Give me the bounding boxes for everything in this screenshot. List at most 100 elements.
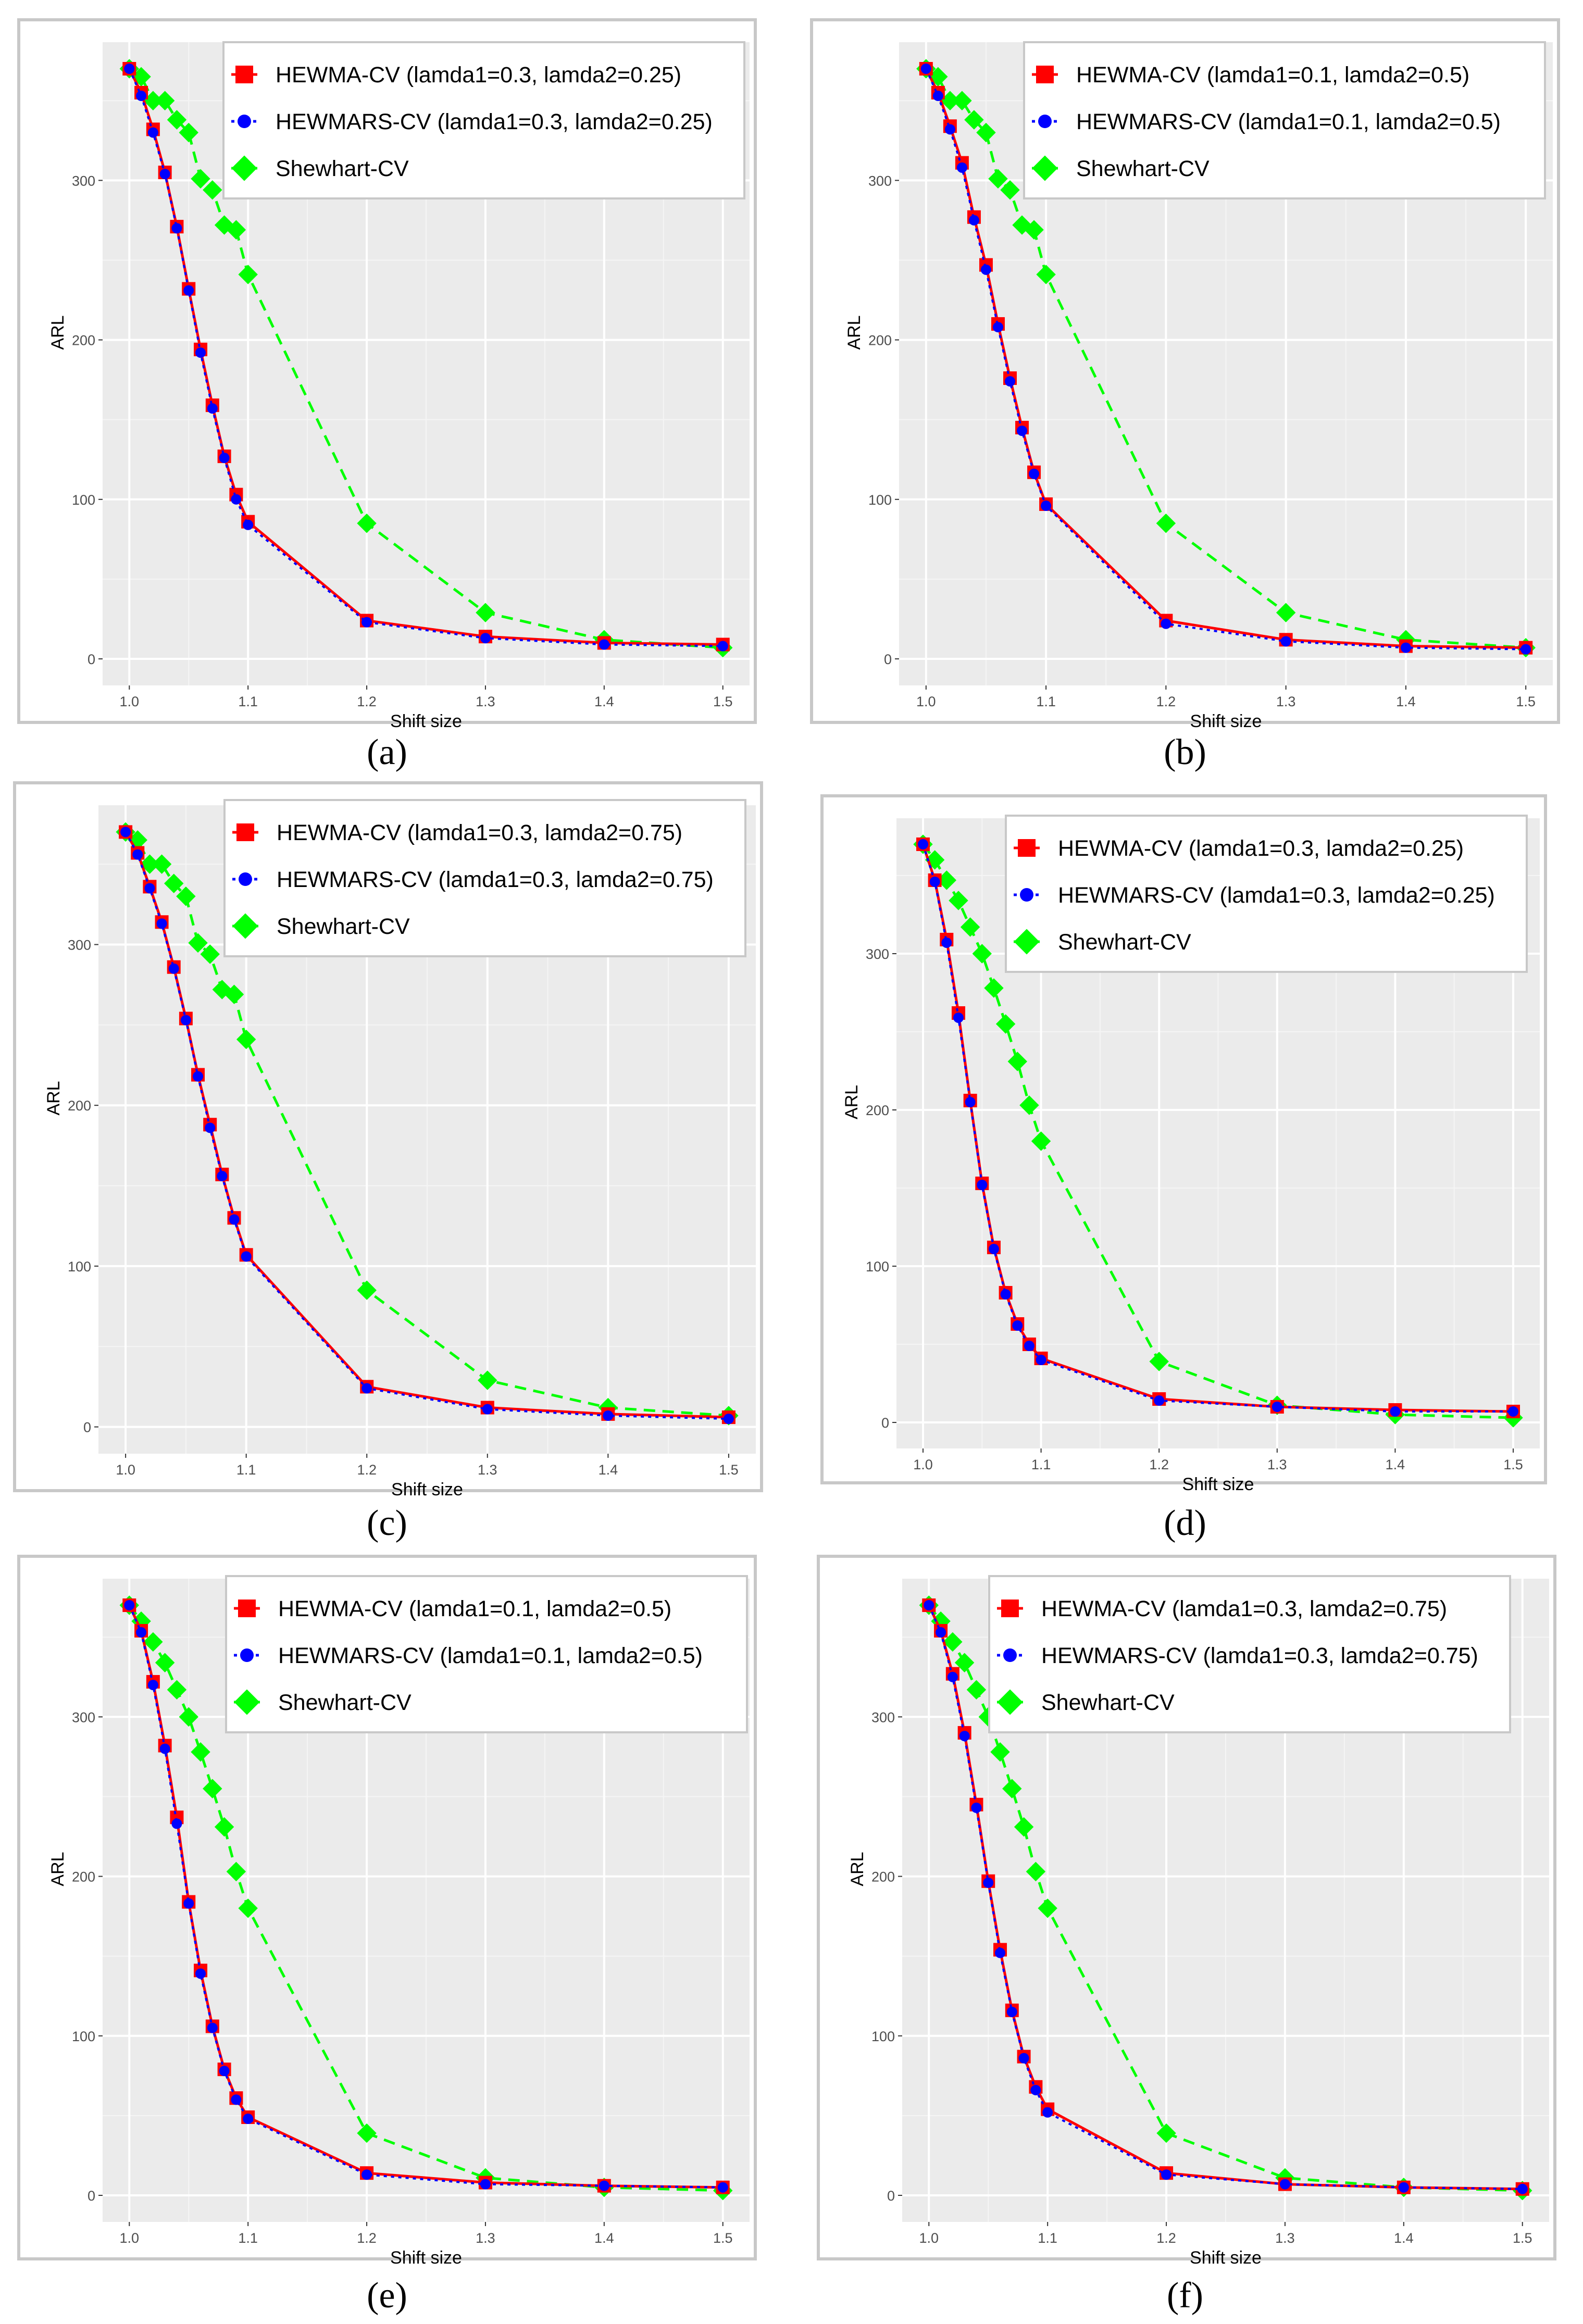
data-point-1: [953, 1012, 964, 1023]
data-point-2: [1007, 1052, 1027, 1071]
data-point-1: [723, 1414, 734, 1425]
x-tick-label: 1.2: [357, 1462, 377, 1478]
x-tick-label: 1.0: [919, 2230, 939, 2246]
y-tick-label: 0: [881, 1415, 889, 1431]
data-point-1: [124, 63, 135, 74]
y-tick-label: 0: [887, 2188, 895, 2204]
legend-key-marker: [232, 913, 258, 939]
data-point-1: [1398, 2182, 1409, 2193]
legend-key-marker: [1020, 888, 1033, 902]
data-point-1: [480, 633, 491, 644]
y-tick-label: 200: [868, 333, 892, 348]
data-point-2: [984, 978, 1004, 998]
legend-key-marker: [1036, 66, 1054, 83]
data-point-2: [940, 91, 960, 110]
x-tick-label: 1.2: [1156, 2230, 1176, 2246]
y-tick-label: 300: [72, 1709, 95, 1725]
legend-entry-label: Shewhart-CV: [1058, 930, 1191, 955]
data-point-2: [1156, 514, 1176, 533]
data-point-1: [1000, 1289, 1011, 1300]
data-point-2: [357, 514, 377, 533]
data-point-1: [362, 617, 372, 628]
data-point-1: [968, 215, 979, 226]
x-tick-label: 1.4: [1396, 694, 1416, 709]
data-point-2: [179, 122, 198, 143]
series-line-1: [922, 844, 1514, 1413]
data-point-1: [136, 91, 147, 102]
data-point-2: [1019, 1095, 1039, 1115]
data-point-2: [191, 1742, 210, 1762]
data-point-2: [960, 917, 980, 937]
data-point-1: [1005, 376, 1016, 387]
data-point-1: [243, 2114, 254, 2125]
legend-entry-label: HEWMA-CV (lamda1=0.1, lamda2=0.5): [278, 1596, 671, 1621]
series-line-1: [925, 68, 1526, 651]
data-point-2: [176, 886, 196, 906]
chart-panel-c: 1.0 1.1 1.2 1.3 1.4 1.5 0 100 200 300 Shift size AR…: [13, 781, 763, 1500]
x-tick-label: 1.2: [357, 2230, 377, 2246]
data-point-1: [171, 223, 182, 234]
y-tick-label: 300: [868, 173, 892, 189]
data-point-2: [1000, 180, 1020, 200]
legend-key-marker: [1018, 839, 1036, 857]
data-point-1: [482, 1404, 493, 1415]
legend-entry-label: Shewhart-CV: [1041, 1690, 1175, 1715]
y-tick-label: 200: [871, 1869, 895, 1885]
data-point-1: [1024, 1341, 1034, 1352]
data-point-1: [959, 1731, 970, 1742]
x-tick-label: 1.4: [599, 1462, 618, 1478]
x-axis-title: Shift size: [391, 1480, 463, 1500]
data-point-2: [990, 1742, 1010, 1762]
data-point-1: [717, 641, 728, 652]
data-point-2: [152, 854, 172, 874]
panel-caption: (f): [1167, 2276, 1203, 2316]
x-tick-label: 1.5: [719, 1462, 739, 1478]
data-point-1: [147, 1680, 158, 1691]
data-point-1: [1154, 1395, 1165, 1406]
data-point-1: [1508, 1406, 1519, 1417]
data-point-1: [243, 519, 254, 530]
data-point-1: [980, 264, 991, 275]
legend-box: [1005, 815, 1528, 973]
x-tick-label: 1.5: [1503, 1457, 1523, 1472]
data-point-1: [159, 1743, 170, 1754]
x-tick-label: 1.3: [1276, 694, 1296, 709]
data-point-2: [925, 850, 945, 870]
legend-entry-label: HEWMA-CV (lamda1=0.1, lamda2=0.5): [1076, 63, 1469, 88]
data-point-1: [1161, 2169, 1172, 2180]
data-point-1: [241, 1251, 252, 1262]
x-tick-label: 1.3: [476, 694, 495, 709]
y-tick-label: 100: [68, 1259, 91, 1275]
data-point-1: [965, 1096, 976, 1107]
legend-key-marker: [1032, 155, 1058, 181]
y-tick-label: 100: [871, 2029, 895, 2044]
data-point-1: [924, 1600, 934, 1610]
data-point-2: [164, 873, 184, 893]
panel-caption: (a): [367, 732, 407, 772]
data-point-2: [966, 1680, 987, 1700]
data-point-2: [236, 1029, 256, 1049]
data-point-1: [1029, 468, 1040, 479]
data-point-1: [159, 169, 170, 180]
y-tick-label: 300: [72, 173, 95, 189]
legend-box: [1023, 41, 1546, 199]
data-point-2: [179, 1707, 198, 1727]
data-point-1: [599, 639, 609, 650]
data-point-1: [995, 1947, 1006, 1958]
y-axis-title: ARL: [48, 315, 68, 349]
y-tick-label: 0: [88, 652, 95, 667]
y-tick-label: 300: [871, 1709, 895, 1725]
legend-entry-label: HEWMA-CV (lamda1=0.3, lamda2=0.75): [277, 820, 682, 845]
legend-entry-label: HEWMARS-CV (lamda1=0.3, lamda2=0.25): [276, 109, 713, 134]
y-tick-label: 100: [72, 2029, 95, 2044]
y-axis-title: ARL: [44, 1081, 64, 1115]
data-point-1: [229, 1214, 240, 1225]
x-tick-label: 1.4: [594, 694, 614, 709]
series-line-2: [128, 1604, 723, 2192]
chart-panel-f: 1.0 1.1 1.2 1.3 1.4 1.5 0 100 200 300 Shift size AR…: [817, 1555, 1556, 2268]
x-tick-label: 1.4: [1394, 2230, 1414, 2246]
data-point-2: [226, 220, 246, 240]
data-point-1: [977, 1180, 988, 1191]
data-point-1: [362, 2169, 372, 2180]
x-tick-label: 1.2: [357, 694, 377, 709]
